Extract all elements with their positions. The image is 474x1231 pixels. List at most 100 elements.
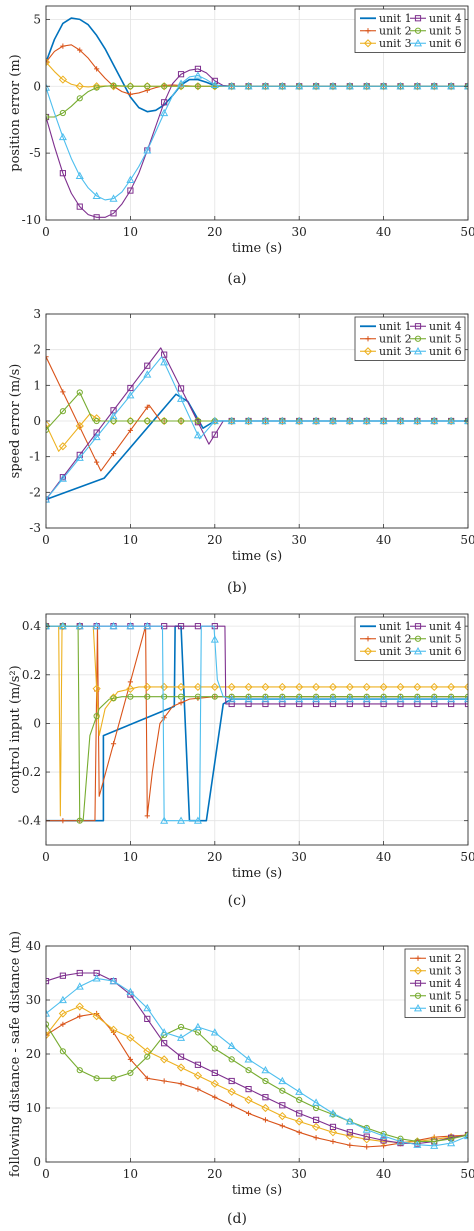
data-point-unit-2 <box>330 1138 336 1145</box>
x-tick-label: 50 <box>460 533 474 547</box>
legend-label-unit-2: unit 2 <box>429 952 462 965</box>
data-point-unit-4 <box>228 1077 235 1085</box>
legend-marker-unit-3 <box>363 39 373 48</box>
legend: unit 1 unit 4 unit 2 unit 5 unit 3 unit 6 <box>354 616 466 661</box>
data-point-unit-3 <box>311 682 321 692</box>
data-point-unit-6 <box>210 635 219 643</box>
y-tick-label: 0 <box>33 79 41 93</box>
legend-marker-unit-4 <box>414 15 422 22</box>
data-point-unit-3 <box>58 1009 67 1018</box>
data-point-unit-3 <box>75 1002 84 1011</box>
legend-label-unit-2: unit 2 <box>379 333 412 346</box>
data-point-unit-6 <box>413 416 422 425</box>
data-point-unit-5 <box>194 83 202 90</box>
data-point-unit-5 <box>279 1087 286 1094</box>
data-point-unit-6 <box>92 432 101 441</box>
data-point-unit-4 <box>279 1102 286 1109</box>
y-tick-label: 40 <box>26 939 41 953</box>
legend-label-unit-6: unit 6 <box>429 1002 462 1015</box>
y-tick-label: -5 <box>29 146 41 160</box>
data-point-unit-6 <box>58 474 67 482</box>
y-tick-label: 0.4 <box>22 619 41 633</box>
x-tick-label: 30 <box>292 850 307 864</box>
data-point-unit-4 <box>194 1061 202 1068</box>
y-tick-label: 2 <box>33 343 41 357</box>
data-point-unit-6 <box>379 694 388 703</box>
data-point-unit-6 <box>413 694 422 703</box>
legend-marker-unit-2 <box>415 955 421 961</box>
data-point-unit-6 <box>463 1131 468 1140</box>
y-axis-label: speed error (m/s) <box>8 364 23 479</box>
data-point-unit-3 <box>261 1103 270 1113</box>
data-point-unit-2 <box>94 66 100 72</box>
legend-marker-unit-3 <box>363 647 373 656</box>
data-point-unit-6 <box>295 1087 304 1095</box>
data-point-unit-2 <box>245 1110 252 1116</box>
y-tick-label: 5 <box>33 12 41 26</box>
data-point-unit-5 <box>127 1069 134 1077</box>
data-point-unit-2 <box>313 1135 319 1141</box>
data-point-unit-3 <box>143 682 152 692</box>
data-point-unit-2 <box>144 404 150 410</box>
data-point-unit-2 <box>195 1086 201 1092</box>
data-point-unit-4 <box>329 1123 337 1131</box>
data-point-unit-6 <box>193 1022 202 1031</box>
data-point-unit-2 <box>127 427 133 434</box>
data-point-unit-4 <box>161 351 168 358</box>
data-point-unit-3 <box>46 420 51 429</box>
data-point-unit-6 <box>160 1028 169 1036</box>
data-point-unit-6 <box>312 694 321 703</box>
data-point-unit-2 <box>262 1117 269 1123</box>
data-point-unit-4 <box>127 187 134 194</box>
data-point-unit-6 <box>463 694 468 703</box>
data-point-unit-6 <box>430 694 439 703</box>
chart-panel-d: 0 10 20 30 40 50 0 10 20 30 40 time (s) following di… <box>8 931 474 1227</box>
y-tick-label: -2 <box>29 485 41 499</box>
data-point-unit-5 <box>177 693 185 700</box>
data-point-unit-3 <box>261 682 270 692</box>
x-tick-label: 40 <box>376 1167 391 1181</box>
data-point-unit-3 <box>46 58 51 67</box>
legend-label-unit-4: unit 4 <box>429 977 462 990</box>
data-point-unit-6 <box>92 621 101 630</box>
legend-marker-unit-6 <box>413 39 423 47</box>
legend-marker-unit-6 <box>413 647 423 655</box>
data-point-unit-6 <box>447 82 456 90</box>
data-point-unit-6 <box>58 621 67 630</box>
x-tick-label: 10 <box>123 850 138 864</box>
series-line-unit-6 <box>46 625 468 822</box>
data-point-unit-6 <box>46 83 51 91</box>
y-axis-label: control input (m/s²) <box>8 665 23 793</box>
data-point-unit-6 <box>143 146 152 154</box>
data-point-unit-6 <box>210 416 219 425</box>
data-point-unit-3 <box>193 682 203 692</box>
legend-label-unit-3: unit 3 <box>429 965 462 978</box>
data-point-unit-6 <box>75 453 84 461</box>
data-point-unit-6 <box>379 82 388 90</box>
data-point-unit-5 <box>59 109 66 117</box>
data-point-unit-6 <box>58 132 67 141</box>
data-point-unit-4 <box>144 362 151 369</box>
data-point-unit-6 <box>227 694 236 703</box>
data-point-unit-5 <box>228 1056 235 1063</box>
data-point-unit-4 <box>177 71 185 78</box>
data-point-unit-2 <box>381 1143 387 1149</box>
data-point-unit-2 <box>229 1102 235 1108</box>
legend-marker-unit-2 <box>365 336 371 342</box>
legend: unit 1 unit 4 unit 2 unit 5 unit 3 unit 6 <box>354 8 466 53</box>
legend-label-unit-4: unit 4 <box>429 620 462 633</box>
data-point-unit-6 <box>396 82 405 90</box>
y-tick-label: -0.4 <box>18 814 42 828</box>
data-point-unit-5 <box>211 693 218 700</box>
data-point-unit-6 <box>312 1098 321 1106</box>
data-point-unit-3 <box>46 1030 51 1040</box>
data-point-unit-6 <box>413 82 422 90</box>
data-point-unit-2 <box>364 1144 370 1150</box>
data-point-unit-2 <box>46 1032 49 1038</box>
data-point-unit-6 <box>345 82 354 90</box>
data-point-unit-6 <box>109 621 118 630</box>
data-point-unit-5 <box>93 417 100 425</box>
data-point-unit-5 <box>194 417 202 425</box>
data-point-unit-4 <box>363 1133 370 1140</box>
